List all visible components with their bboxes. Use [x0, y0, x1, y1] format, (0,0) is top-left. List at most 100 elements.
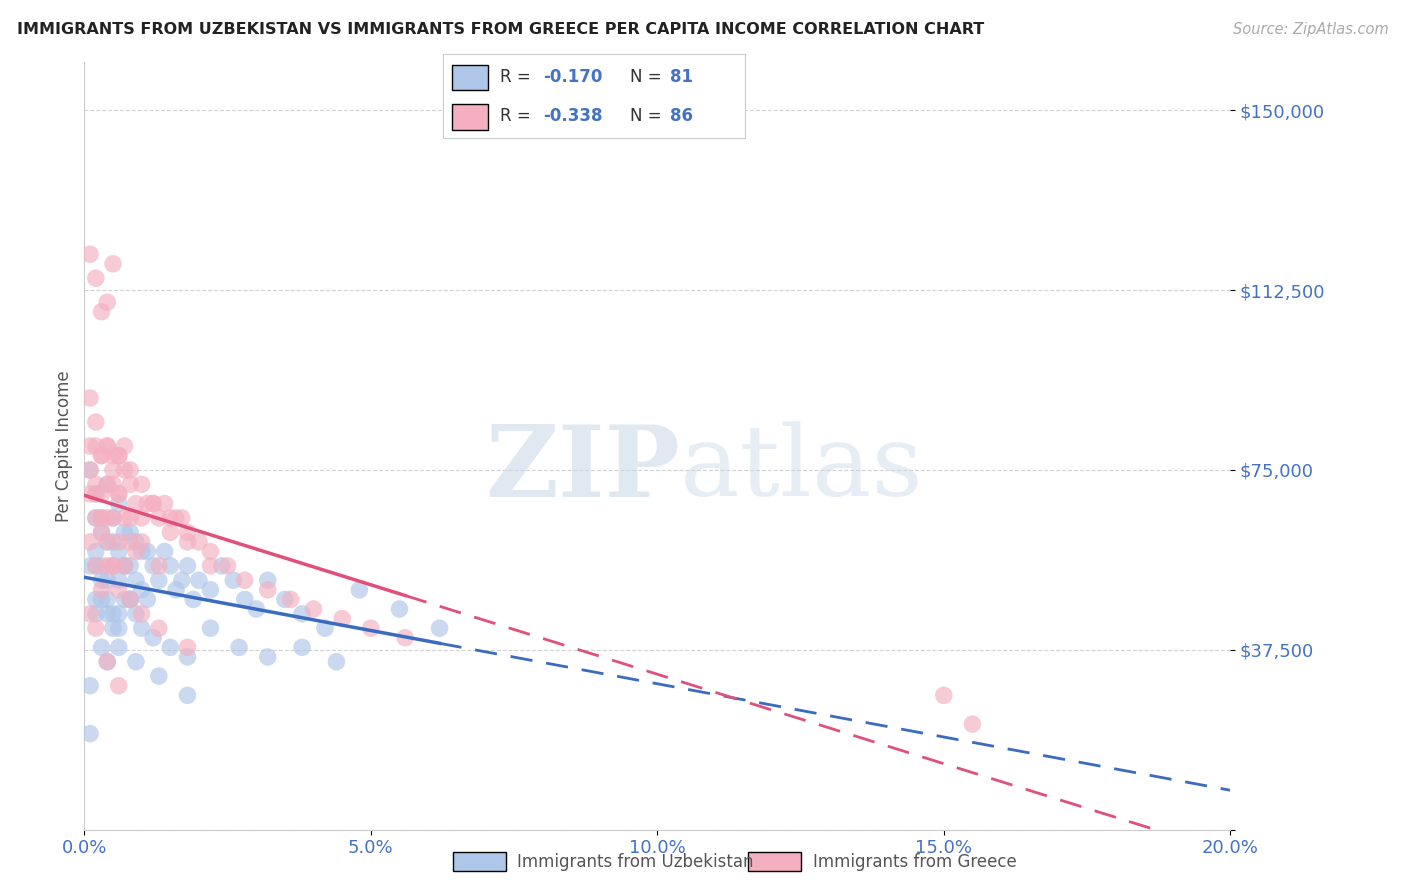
Point — [125, 573, 148, 587]
Point — [394, 631, 416, 645]
Point — [96, 592, 118, 607]
Point — [84, 592, 107, 607]
Point — [96, 439, 118, 453]
Point — [131, 607, 153, 621]
Point — [101, 477, 124, 491]
Point — [360, 621, 382, 635]
Point — [90, 582, 112, 597]
Point — [256, 649, 278, 664]
Point — [176, 689, 198, 703]
Point — [233, 573, 256, 587]
Point — [84, 439, 107, 453]
Point — [101, 449, 124, 463]
Point — [228, 640, 250, 655]
Point — [120, 558, 142, 573]
Point — [84, 477, 107, 491]
Point — [131, 534, 153, 549]
Point — [96, 655, 118, 669]
Point — [96, 439, 118, 453]
Point — [84, 487, 107, 501]
Point — [125, 496, 148, 510]
Point — [96, 655, 118, 669]
Point — [107, 487, 129, 501]
Point — [148, 511, 170, 525]
Point — [107, 582, 129, 597]
Point — [101, 511, 124, 525]
Point — [120, 592, 142, 607]
Point — [101, 558, 124, 573]
Point — [125, 534, 148, 549]
Point — [302, 602, 325, 616]
Point — [79, 247, 101, 261]
Point — [176, 525, 198, 540]
Point — [153, 544, 176, 558]
Point — [107, 679, 129, 693]
Point — [101, 558, 124, 573]
FancyBboxPatch shape — [451, 104, 488, 130]
Text: R =: R = — [501, 69, 531, 87]
Point — [79, 607, 101, 621]
Point — [96, 573, 118, 587]
Point — [90, 449, 112, 463]
Point — [84, 558, 107, 573]
Point — [131, 621, 153, 635]
Point — [79, 391, 101, 405]
Point — [131, 582, 153, 597]
Point — [101, 511, 124, 525]
Text: N =: N = — [630, 69, 662, 87]
Point — [79, 439, 101, 453]
Point — [90, 558, 112, 573]
Point — [114, 558, 136, 573]
Point — [120, 592, 142, 607]
Point — [188, 573, 211, 587]
Point — [256, 573, 278, 587]
Point — [79, 726, 101, 740]
Point — [96, 534, 118, 549]
Text: Source: ZipAtlas.com: Source: ZipAtlas.com — [1233, 22, 1389, 37]
Point — [107, 487, 129, 501]
Point — [90, 449, 112, 463]
Point — [114, 558, 136, 573]
Point — [200, 558, 222, 573]
Point — [256, 582, 278, 597]
Text: Immigrants from Uzbekistan: Immigrants from Uzbekistan — [517, 853, 754, 871]
Point — [84, 415, 107, 429]
Point — [101, 621, 124, 635]
Point — [142, 558, 165, 573]
Point — [170, 511, 193, 525]
Text: -0.338: -0.338 — [543, 107, 602, 125]
Point — [211, 558, 233, 573]
Point — [101, 607, 124, 621]
Point — [101, 257, 124, 271]
Point — [125, 607, 148, 621]
Point — [90, 573, 112, 587]
Point — [96, 558, 118, 573]
Point — [165, 511, 187, 525]
Point — [280, 592, 302, 607]
Point — [222, 573, 245, 587]
Point — [159, 558, 181, 573]
Point — [325, 655, 347, 669]
Point — [170, 573, 193, 587]
Point — [429, 621, 451, 635]
Point — [131, 511, 153, 525]
Point — [388, 602, 411, 616]
Point — [101, 534, 124, 549]
Text: 81: 81 — [669, 69, 693, 87]
Point — [148, 573, 170, 587]
Point — [120, 525, 142, 540]
Point — [84, 607, 107, 621]
Point — [84, 558, 107, 573]
Point — [107, 449, 129, 463]
Point — [79, 679, 101, 693]
Point — [142, 496, 165, 510]
Point — [107, 607, 129, 621]
Point — [84, 511, 107, 525]
Point — [114, 525, 136, 540]
Point — [90, 525, 112, 540]
Point — [90, 592, 112, 607]
Point — [79, 487, 101, 501]
Point — [136, 496, 159, 510]
FancyBboxPatch shape — [451, 64, 488, 90]
Point — [96, 295, 118, 310]
